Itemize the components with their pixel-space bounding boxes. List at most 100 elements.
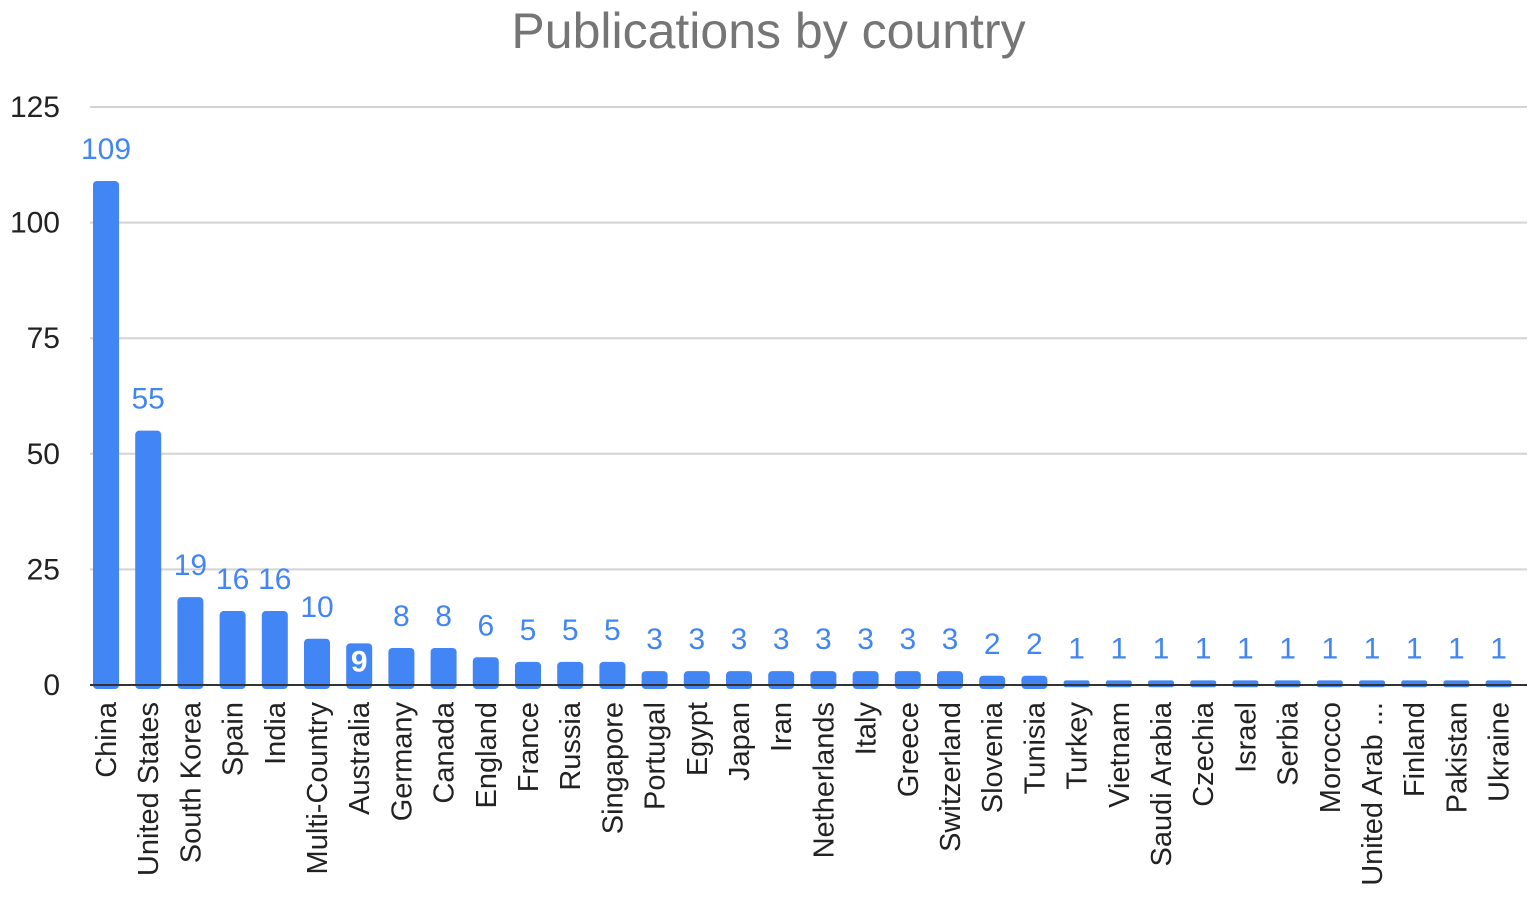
chart-title: Publications by country <box>511 3 1026 59</box>
x-tick-label: Italy <box>851 702 883 756</box>
data-label: 109 <box>81 133 131 166</box>
x-tick-label: Switzerland <box>935 702 967 852</box>
x-tick-label: China <box>91 701 123 778</box>
bar <box>261 611 288 689</box>
data-label: 1 <box>1153 632 1170 665</box>
x-tick-label: Iran <box>766 702 798 752</box>
bar <box>472 657 499 689</box>
x-tick-label: Spain <box>218 702 250 776</box>
x-tick-label: Canada <box>429 701 461 803</box>
x-tick-label: Vietnam <box>1104 702 1136 808</box>
x-tick-label: Turkey <box>1062 702 1094 790</box>
data-label: 6 <box>477 609 494 642</box>
x-tick-label: Multi-Country <box>302 702 334 875</box>
bar <box>430 648 457 689</box>
bar <box>810 671 837 689</box>
bar <box>979 675 1006 689</box>
data-label: 8 <box>435 600 452 633</box>
x-tick-label: Portugal <box>640 702 672 810</box>
data-label: 16 <box>216 563 249 596</box>
bar <box>346 643 373 689</box>
data-label: 5 <box>562 614 579 647</box>
x-tick-label: Egypt <box>682 702 714 776</box>
bar <box>557 661 584 689</box>
data-label: 3 <box>646 623 663 656</box>
x-tick-label: Singapore <box>597 702 629 834</box>
bar <box>937 671 963 689</box>
bar <box>135 430 162 689</box>
bar <box>1274 680 1301 688</box>
bar <box>1316 680 1343 688</box>
x-tick-label: Saudi Arabia <box>1146 701 1178 866</box>
bar <box>683 671 710 689</box>
bar <box>388 648 415 689</box>
x-tick-label: France <box>513 702 545 792</box>
data-label: 10 <box>300 591 333 624</box>
bar <box>641 671 668 689</box>
x-tick-label: Pakistan <box>1441 702 1473 813</box>
x-tick-label: Israel <box>1230 702 1262 773</box>
bar <box>93 180 119 689</box>
data-label: 3 <box>688 623 705 656</box>
data-label: 1 <box>1068 632 1085 665</box>
bar <box>1190 680 1217 688</box>
data-label: 1 <box>1195 632 1212 665</box>
x-tick-label: Czechia <box>1188 701 1220 807</box>
bar <box>1063 680 1090 688</box>
data-label: 1 <box>1237 632 1254 665</box>
bar <box>1443 680 1470 688</box>
bar <box>599 661 626 689</box>
bar <box>1401 680 1428 688</box>
y-tick-label: 50 <box>27 438 60 471</box>
y-tick-label: 25 <box>27 553 60 586</box>
y-tick-label: 100 <box>10 207 60 240</box>
x-tick-label: United States <box>133 702 165 876</box>
bar <box>1148 680 1174 688</box>
x-tick-label: Slovenia <box>977 701 1009 813</box>
x-tick-label: Serbia <box>1273 701 1305 786</box>
data-label: 8 <box>393 600 410 633</box>
data-label: 1 <box>1110 632 1127 665</box>
bar <box>726 671 752 689</box>
y-tick-label: 75 <box>27 322 60 355</box>
bar <box>852 671 879 689</box>
x-tick-label: India <box>260 701 292 765</box>
x-tick-label: Australia <box>344 701 376 815</box>
bar <box>515 661 541 689</box>
bar <box>219 611 246 689</box>
data-label: 1 <box>1406 632 1423 665</box>
bar <box>1485 680 1512 688</box>
data-label: 1 <box>1279 632 1296 665</box>
data-label: 3 <box>731 623 748 656</box>
bar <box>1359 680 1385 688</box>
data-label: 1 <box>1448 632 1465 665</box>
data-label: 3 <box>815 623 832 656</box>
x-tick-label: Japan <box>724 702 756 781</box>
x-tick-label: Morocco <box>1315 702 1347 813</box>
data-label: 3 <box>942 623 959 656</box>
data-label: 5 <box>520 614 537 647</box>
data-label: 3 <box>899 623 916 656</box>
data-label: 9 <box>351 645 368 678</box>
bar <box>177 597 204 689</box>
x-tick-label: Ukraine <box>1484 702 1516 802</box>
bar <box>1232 680 1259 688</box>
x-tick-label: United Arab ... <box>1357 702 1389 886</box>
data-label: 55 <box>132 383 165 416</box>
x-tick-label: Finland <box>1399 702 1431 797</box>
data-label: 1 <box>1321 632 1338 665</box>
y-tick-label: 125 <box>10 91 60 124</box>
data-label: 19 <box>174 549 207 582</box>
x-tick-label: South Korea <box>175 701 207 863</box>
x-tick-label: England <box>471 702 503 808</box>
x-tick-label: Netherlands <box>808 702 840 858</box>
bar <box>768 671 795 689</box>
data-label: 3 <box>857 623 874 656</box>
x-tick-label: Greece <box>893 702 925 797</box>
x-tick-label: Germany <box>386 702 418 822</box>
data-label: 5 <box>604 614 621 647</box>
data-label: 16 <box>258 563 291 596</box>
data-label: 2 <box>1026 628 1043 661</box>
data-label: 2 <box>984 628 1001 661</box>
